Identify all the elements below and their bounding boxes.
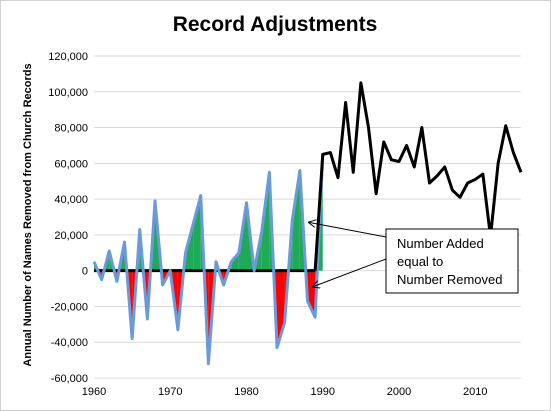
y-tick-label-8: 100,000: [48, 87, 88, 99]
tick-labels: -60,000 -40,000 -20,000 0 20,000 40,000 60,000…: [48, 51, 487, 398]
area-fill-13-0: [193, 195, 201, 271]
annotation-arrow-upper: [309, 222, 387, 238]
series-line-early: [92, 156, 325, 366]
annotation-line-2: equal to: [397, 254, 443, 269]
x-tick-label-4: 2000: [387, 386, 411, 398]
x-tick-label-2: 1980: [234, 386, 258, 398]
x-tick-label-0: 1960: [82, 386, 106, 398]
y-tick-label-5: 40,000: [54, 194, 88, 206]
x-tick-label-5: 2010: [463, 386, 487, 398]
series-lines: [92, 81, 523, 366]
y-tick-label-0: -60,000: [51, 373, 88, 385]
annotation-box: [385, 228, 519, 294]
series-line-late: [313, 81, 523, 271]
annotation-line-3: Number Removed: [397, 272, 503, 287]
chart-title: Record Adjustments: [173, 13, 378, 36]
y-tick-label-9: 120,000: [48, 51, 88, 63]
x-tick-label-3: 1990: [311, 386, 335, 398]
y-tick-label-6: 60,000: [54, 158, 88, 170]
x-tick-label-1: 1970: [158, 386, 182, 398]
y-axis-label: Annual Number of Names Removed from Chur…: [22, 63, 34, 366]
area-fill-26-0: [292, 170, 300, 271]
annotation-line-1: Number Added: [397, 236, 484, 251]
y-tick-label-7: 80,000: [54, 123, 88, 135]
annotation-arrow-lower: [313, 258, 387, 287]
gridlines: [94, 55, 521, 379]
y-tick-label-2: -20,000: [51, 301, 88, 313]
y-tick-label-4: 20,000: [54, 230, 88, 242]
y-tick-label-1: -40,000: [51, 337, 88, 349]
annotation: Number Added equal to Number Removed: [309, 222, 519, 294]
y-tick-label-3: 0: [82, 266, 88, 278]
